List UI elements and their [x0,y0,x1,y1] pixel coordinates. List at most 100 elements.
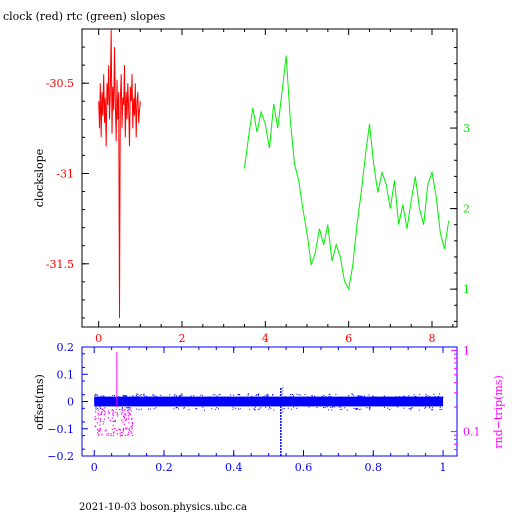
roundtrip-tick-label: 1 [463,344,470,357]
offset-left-axis: 0.2 0.1 0 −0.1 −0.2 [47,341,88,463]
offset-point [229,394,231,396]
offset-point [290,393,292,395]
roundtrip-point [101,408,104,411]
offset-point [372,395,374,397]
offset-point [369,409,371,411]
roundtrip-point [99,428,101,430]
offset-point [174,394,176,396]
offset-point [137,396,139,398]
offset-point [373,396,375,398]
offset-point [341,408,343,410]
roundtrip-point [129,429,131,431]
offset-point [216,407,218,409]
roundtrip-point [103,418,106,420]
roundtrip-point [128,422,130,424]
offset-point [132,395,134,397]
offset-point [439,393,441,395]
roundtrip-point [123,415,125,417]
offset-point [292,396,294,398]
roundtrip-point [126,427,128,429]
offset-point [214,394,216,396]
offset-point [234,407,236,409]
offset-point [323,407,325,409]
offset-point [114,394,116,396]
offset-point [215,409,217,411]
offset-point [403,407,405,409]
offset-point [160,394,162,396]
offset-point [359,395,361,397]
roundtrip-point [119,435,121,437]
roundtrip-point [124,434,126,437]
offset-point [368,406,370,408]
offset-point [200,394,202,396]
offset-point [129,407,131,409]
roundtrip-point [95,408,97,411]
offset-point [264,395,266,397]
roundtrip-point [107,434,109,436]
offset-x-tick-label: 0 [91,461,98,474]
offset-point [399,396,401,398]
offset-point [127,406,129,408]
offset-point [404,395,406,397]
roundtrip-point [120,431,122,434]
offset-point [289,396,291,398]
roundtrip-point [98,434,100,437]
offset-left-tick-label: −0.2 [47,450,74,463]
offset-point [347,396,349,398]
offset-point [278,396,280,398]
offset-point [127,407,129,409]
offset-point [175,407,177,409]
roundtrip-point [110,433,112,435]
offset-point [316,407,318,409]
roundtrip-point [123,417,125,419]
offset-point [298,394,300,396]
offset-point [133,396,135,398]
offset-point [137,393,139,395]
roundtrip-point [126,410,129,412]
roundtrip-point [125,413,127,415]
offset-point [296,393,298,395]
offset-point [344,407,346,409]
roundtrip-point [116,408,118,411]
roundtrip-point [112,415,114,417]
offset-point [270,407,272,409]
offset-point [260,407,262,409]
roundtrip-point [117,415,119,417]
offset-point [293,406,295,408]
roundtrip-point [116,413,119,415]
offset-right-axis: 10.1 [451,344,481,451]
offset-point [176,406,178,408]
offset-point [432,409,434,411]
roundtrip-point [95,418,97,420]
offset-point [418,409,420,411]
roundtrip-point [97,414,99,416]
offset-point [438,395,440,397]
offset-point [126,396,128,398]
roundtrip-point [130,425,132,428]
slopes-x-tick-label: 0 [95,332,102,345]
roundtrip-point [111,428,114,430]
offset-point [267,394,269,396]
offset-left-tick-label: 0.2 [57,341,75,354]
roundtrip-tick-label: 0.1 [463,426,481,439]
offset-point [333,406,335,408]
slopes-chart: 0 2 4 6 8 -30.5 -31 -31.5 3 2 1 clockslope [33,28,470,345]
slopes-x-axis: 0 2 4 6 8 [95,29,454,345]
roundtrip-point [129,408,131,410]
roundtrip-point [128,428,130,430]
offset-point [330,395,332,397]
roundtrip-point [104,430,106,432]
roundtrip-point [94,411,97,413]
roundtrip-y-label: rnd−trip(ms) [492,375,505,449]
offset-point [431,409,433,411]
offset-point [181,395,183,397]
offset-point [429,407,431,409]
roundtrip-point [119,429,122,431]
offset-point [125,407,127,409]
offset-point [429,396,431,398]
offset-point [180,393,182,395]
offset-point [102,395,104,397]
offset-point [268,408,270,410]
offset-point [144,395,146,397]
offset-point [247,393,249,395]
